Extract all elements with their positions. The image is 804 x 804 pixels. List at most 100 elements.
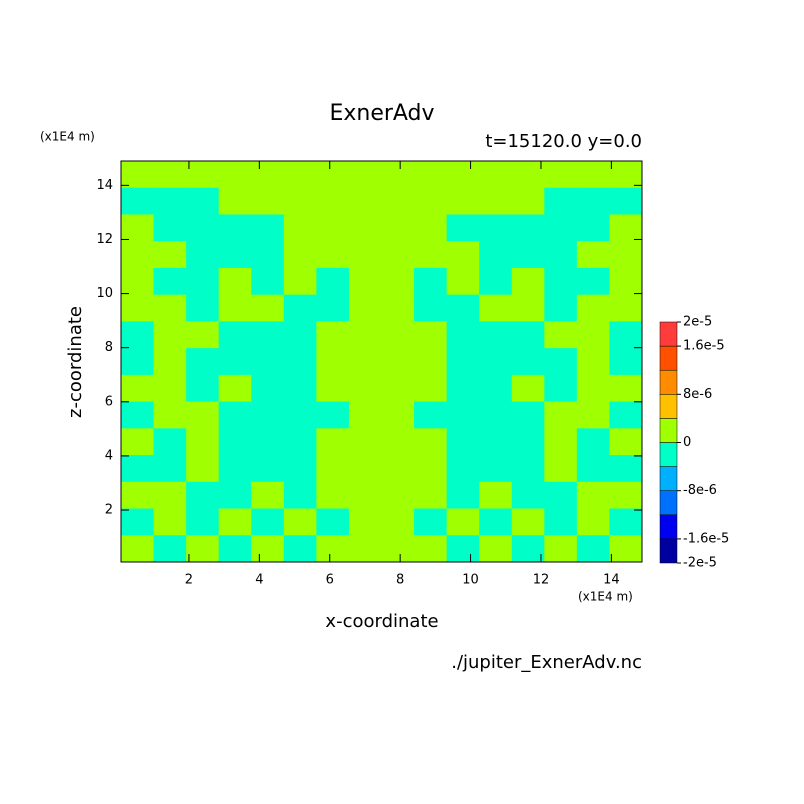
contour-cell [153, 508, 187, 536]
contour-cell [381, 241, 415, 269]
colorbar-label: 1.6e-5 [683, 339, 725, 354]
source-label: ./jupiter_ExnerAdv.nc [451, 652, 642, 673]
contour-cell [576, 481, 610, 510]
y-axis-label: z-coordinate [65, 306, 86, 418]
contour-cell [544, 481, 578, 510]
contour-cell [316, 481, 350, 510]
contour-cell [153, 161, 187, 189]
contour-cell [348, 214, 382, 242]
plot-frame [120, 160, 643, 563]
contour-cell [414, 214, 448, 242]
contour-cell [153, 455, 187, 483]
contour-cell [316, 267, 350, 296]
contour-cell [121, 401, 155, 429]
contour-cell [446, 214, 480, 242]
contour-cell [381, 508, 415, 536]
contour-cell [414, 321, 448, 349]
contour-cell [186, 241, 220, 269]
contour-cell [381, 455, 415, 483]
contour-cell [414, 161, 448, 189]
contour-cell [511, 294, 545, 322]
x-tick-label: 6 [326, 573, 334, 588]
contour-cell [576, 267, 610, 296]
contour-cell [121, 161, 155, 189]
colorbar-band [659, 369, 678, 395]
contour-cell [348, 241, 382, 269]
contour-cell [609, 294, 643, 322]
contour-cell [251, 321, 285, 349]
contour-cell [511, 161, 545, 189]
contour-cell [283, 321, 317, 349]
contour-cell [251, 348, 285, 376]
contour-cell [576, 455, 610, 483]
contour-cell [414, 187, 448, 215]
contour-cell [511, 508, 545, 536]
contour-cell [153, 267, 187, 296]
contour-cell [186, 267, 220, 296]
contour-cell [316, 348, 350, 376]
contour-cell [348, 267, 382, 296]
contour-cell [609, 321, 643, 349]
x-tick-label: 14 [603, 573, 620, 588]
contour-cell [511, 374, 545, 403]
y-unit: (x1E4 m) [40, 130, 95, 144]
contour-cell [316, 241, 350, 269]
contour-cell [186, 374, 220, 403]
contour-cell [316, 535, 350, 563]
contour-cell [218, 187, 252, 215]
contour-cell [511, 214, 545, 242]
contour-cell [251, 267, 285, 296]
contour-cell [121, 214, 155, 242]
contour-cell [414, 294, 448, 322]
contour-cell [511, 267, 545, 296]
contour-cell [121, 187, 155, 215]
contour-cell [186, 161, 220, 189]
contour-cell [479, 241, 513, 269]
contour-cell [186, 214, 220, 242]
contour-cell [544, 161, 578, 189]
contour-cell [121, 374, 155, 403]
colorbar-band [659, 466, 678, 491]
x-axis-label: x-coordinate [325, 611, 438, 632]
contour-cell [316, 187, 350, 215]
contour-cell [479, 401, 513, 429]
contour-cell [544, 455, 578, 483]
contour-cell [446, 481, 480, 510]
contour-cell [609, 508, 643, 536]
contour-cell [251, 455, 285, 483]
colorbar-label: 0 [683, 435, 691, 450]
contour-cell [251, 428, 285, 456]
contour-cell [446, 161, 480, 189]
contour-cell [121, 455, 155, 483]
contour-cell [218, 428, 252, 456]
contour-cell [609, 481, 643, 510]
contour-cell [511, 535, 545, 563]
contour-cell [511, 187, 545, 215]
contour-cell [251, 294, 285, 322]
contour-cell [414, 535, 448, 563]
contour-cell [121, 348, 155, 376]
contour-cell [283, 428, 317, 456]
contour-cell [576, 187, 610, 215]
contour-cell [381, 428, 415, 456]
contour-cell [348, 428, 382, 456]
contour-cell [218, 535, 252, 563]
contour-cell [414, 455, 448, 483]
x-unit: (x1E4 m) [578, 590, 633, 604]
x-tick-label: 2 [185, 573, 193, 588]
contour-cell [283, 508, 317, 536]
contour-cell [544, 214, 578, 242]
contour-cell [544, 267, 578, 296]
contour-cell [414, 374, 448, 403]
colorbar-label: -2e-5 [683, 556, 717, 571]
contour-cell [218, 294, 252, 322]
contour-cell [283, 481, 317, 510]
contour-cell [511, 241, 545, 269]
contour-cell [511, 321, 545, 349]
contour-cell [348, 535, 382, 563]
contour-cell [186, 401, 220, 429]
contour-cell [251, 161, 285, 189]
contour-cell [121, 481, 155, 510]
contour-cell [283, 214, 317, 242]
contour-cell [153, 481, 187, 510]
